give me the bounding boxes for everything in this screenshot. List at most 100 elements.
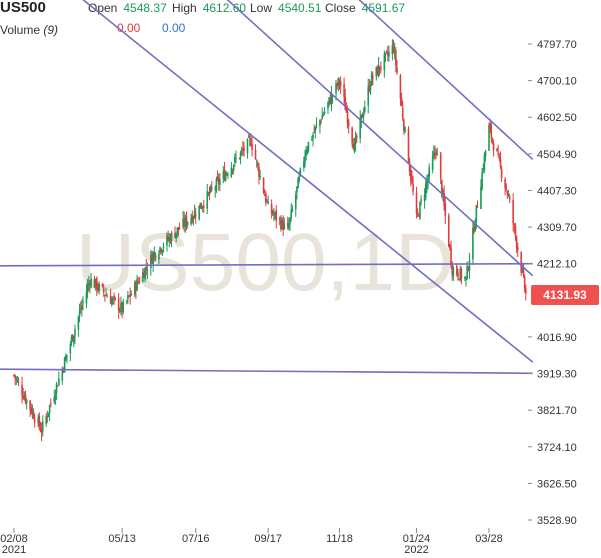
trendline-4[interactable]: [0, 262, 533, 267]
trendline-1[interactable]: [0, 0, 534, 363]
time-axis[interactable]: 02/08 05/13 07/16 09/17 11/18 01/24 03/28 2021 2…: [0, 528, 503, 556]
candle: [330, 86, 333, 112]
candle: [282, 215, 284, 236]
candle: [93, 275, 96, 288]
candle-body: [331, 95, 334, 97]
trendline-3[interactable]: [300, 0, 534, 161]
candle: [122, 298, 125, 315]
candle: [73, 335, 75, 348]
candle-body: [297, 178, 299, 189]
volume-indicator-label[interactable]: Volume (9): [0, 23, 58, 37]
open-value: 4548.37: [123, 1, 167, 15]
candle-body: [167, 236, 169, 240]
candle: [217, 173, 220, 191]
candle-body: [183, 219, 186, 226]
open-label: Open: [88, 1, 118, 15]
candle: [468, 252, 471, 280]
candle: [135, 280, 137, 300]
candle: [109, 288, 112, 304]
high-readout: High 4612.60: [172, 1, 246, 15]
candle: [144, 267, 146, 283]
candle-body: [355, 135, 358, 139]
candle: [388, 45, 390, 63]
candle-body: [119, 310, 121, 312]
candle: [202, 199, 205, 214]
candle-body: [504, 179, 506, 188]
candle: [447, 213, 450, 248]
candle-body: [393, 50, 396, 54]
trendline-5[interactable]: [0, 368, 533, 375]
candle-body: [291, 208, 294, 212]
candle-body: [30, 407, 33, 413]
candle-body: [280, 220, 282, 229]
candle-body: [352, 144, 355, 150]
candle: [415, 186, 418, 219]
candle-body: [383, 54, 386, 71]
candle: [434, 145, 436, 161]
candle: [426, 174, 428, 194]
candle: [385, 50, 388, 54]
candle: [82, 296, 84, 311]
candle-body: [380, 68, 382, 70]
candle: [262, 177, 265, 195]
candle: [328, 97, 330, 107]
candle: [407, 126, 410, 165]
candle-body: [82, 301, 84, 304]
candle-body: [137, 281, 140, 283]
candle: [369, 80, 372, 95]
candle-body: [319, 119, 321, 127]
candle: [133, 280, 136, 297]
candle-body: [450, 247, 452, 266]
candle: [474, 218, 476, 232]
candle: [286, 216, 289, 230]
candle-body: [232, 164, 235, 170]
candle-body: [79, 308, 82, 311]
close-label: Close: [325, 1, 356, 15]
candle: [89, 280, 91, 294]
candle: [234, 153, 236, 167]
candle: [329, 92, 332, 105]
candle: [24, 390, 27, 405]
trendline-2[interactable]: [130, 0, 534, 277]
trendlines-layer[interactable]: [0, 0, 534, 375]
candle: [281, 217, 283, 230]
candle: [169, 233, 172, 245]
candle-body: [484, 150, 487, 157]
candle-body: [419, 202, 421, 219]
candle: [512, 193, 514, 232]
candle-body: [121, 302, 123, 313]
candle-body: [473, 227, 475, 233]
candle-body: [208, 191, 211, 194]
candle-body: [50, 403, 52, 405]
candle-body: [202, 205, 205, 208]
low-label: Low: [250, 1, 273, 15]
symbol-label[interactable]: US500: [0, 0, 46, 16]
candle-body: [191, 215, 194, 222]
candle-body: [376, 66, 379, 75]
candle-body: [110, 299, 113, 305]
price-axis[interactable]: 4797.70 4700.10 4602.50 4504.90 4407.30 4309.…: [528, 39, 577, 527]
candle-body: [222, 171, 225, 179]
candle-body: [303, 161, 305, 168]
candle: [455, 264, 458, 277]
candle: [194, 207, 197, 224]
candle-body: [424, 183, 427, 198]
candle: [428, 163, 430, 184]
candle: [420, 195, 422, 206]
candle: [38, 412, 41, 431]
candle-body: [66, 354, 68, 358]
candle: [110, 296, 113, 307]
candle-body: [343, 84, 345, 97]
candle-body: [64, 356, 67, 361]
candle: [211, 180, 213, 192]
last-price-tag: 4131.93: [531, 285, 599, 305]
candle-body: [361, 113, 364, 118]
candle-body: [227, 174, 229, 176]
candle: [219, 172, 221, 192]
candle: [359, 109, 361, 144]
candle: [411, 170, 413, 185]
candle-body: [31, 410, 34, 414]
candle-body: [404, 127, 406, 132]
